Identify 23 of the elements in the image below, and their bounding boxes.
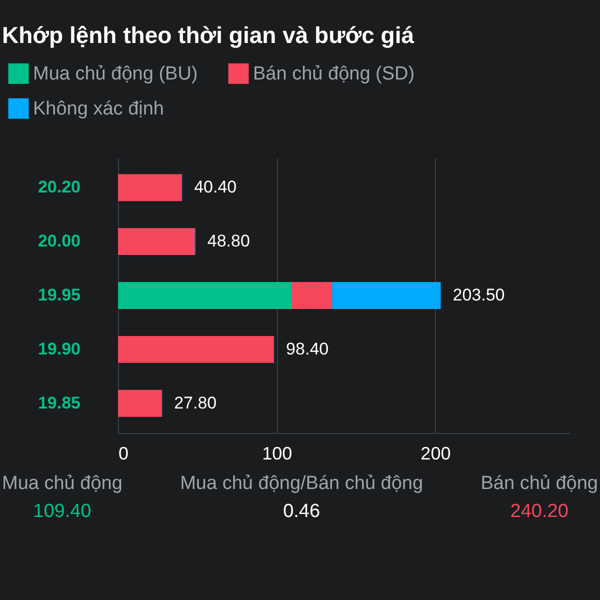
text: Mua chủ động/Bán chủ động (180, 473, 424, 495)
total-label: 40.40 (194, 178, 237, 197)
text: Mua chủ động (2, 473, 122, 495)
total-label: 27.80 (174, 393, 217, 412)
x-tick-label: 0 (118, 444, 129, 464)
y-tick-label: 20.20 (38, 178, 80, 197)
legend-label: Mua chủ động (BU) (33, 64, 198, 85)
y-tick-label: 19.95 (38, 286, 80, 304)
y-tick-label: 19.85 (38, 393, 80, 412)
text: 240.20 (509, 501, 570, 523)
x-tick-label: 200 (420, 444, 451, 464)
chart-title: Khớp lệnh theo thời gian và bước giá (1, 21, 416, 49)
text: 109.40 (32, 501, 92, 523)
total-label: 98.40 (286, 339, 329, 358)
y-tick-label: 20.00 (38, 232, 80, 251)
legend-label: Không xác định (33, 98, 164, 120)
total-label: 48.80 (207, 232, 250, 251)
text: Bán chủ động (480, 473, 598, 495)
total-label: 203.50 (452, 286, 505, 304)
y-tick-label: 19.90 (38, 339, 80, 358)
x-tick-label: 100 (262, 444, 292, 464)
legend-label: Bán chủ động (SD) (253, 64, 415, 85)
text: 0.46 (282, 501, 322, 523)
